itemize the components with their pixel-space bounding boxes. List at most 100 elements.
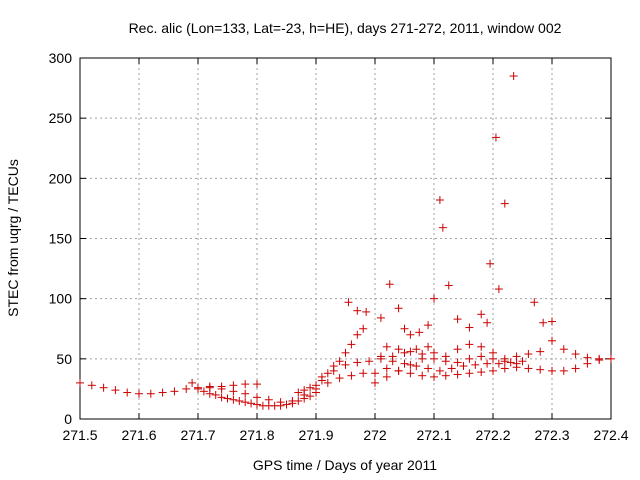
data-point <box>435 366 444 375</box>
x-axis-label: GPS time / Days of year 2011 <box>253 457 437 473</box>
data-point <box>376 352 385 361</box>
data-point <box>453 370 462 379</box>
data-point <box>465 323 474 332</box>
axis-ticks <box>79 57 612 420</box>
data-point <box>412 345 421 354</box>
data-point <box>412 362 421 371</box>
data-point <box>465 369 474 378</box>
data-point <box>329 366 338 375</box>
data-point <box>194 384 202 393</box>
data-point <box>571 350 580 359</box>
data-point <box>111 386 120 395</box>
data-point <box>376 313 385 322</box>
data-point <box>489 354 497 363</box>
x-tick-label: 272 <box>363 427 387 443</box>
data-point <box>506 358 515 367</box>
x-tick-labels: 271.5 271.6 271.7 271.8 271.9 272 272.1 272.2 27… <box>62 427 628 443</box>
data-point <box>264 395 273 404</box>
data-point <box>276 398 285 407</box>
data-point <box>400 324 409 333</box>
data-point <box>595 356 604 365</box>
data-point <box>444 281 453 290</box>
data-point <box>158 388 167 397</box>
data-point <box>453 345 462 354</box>
data-points <box>76 72 615 410</box>
data-point <box>371 369 379 378</box>
data-point <box>453 315 462 324</box>
data-point <box>353 358 362 367</box>
data-point <box>229 395 238 404</box>
data-point <box>253 400 261 409</box>
data-point <box>217 393 226 402</box>
data-point <box>415 328 424 337</box>
data-point <box>353 306 362 315</box>
data-point <box>530 298 539 307</box>
data-point <box>87 381 96 390</box>
data-point <box>205 383 214 392</box>
data-point <box>477 342 486 351</box>
data-point <box>406 347 415 356</box>
data-point <box>365 357 374 366</box>
data-point <box>253 380 261 389</box>
data-point <box>500 357 509 366</box>
data-point <box>438 223 447 232</box>
data-point <box>571 364 580 373</box>
data-point <box>400 359 409 368</box>
data-point <box>536 347 545 356</box>
data-point <box>341 360 350 369</box>
data-point <box>559 366 568 375</box>
data-point <box>135 389 143 398</box>
data-point <box>559 345 568 354</box>
y-tick-label: 250 <box>49 110 73 126</box>
data-point <box>99 383 108 392</box>
data-point <box>489 366 497 375</box>
x-tick-label: 272.2 <box>475 427 510 443</box>
data-point <box>382 364 391 373</box>
x-tick-label: 272.3 <box>534 427 569 443</box>
data-point <box>509 72 518 81</box>
data-point <box>359 369 368 378</box>
data-point <box>211 390 220 399</box>
x-tick-label: 271.5 <box>62 427 97 443</box>
data-point <box>406 360 415 369</box>
data-point <box>282 400 291 409</box>
data-point <box>424 342 433 351</box>
data-point <box>247 399 256 408</box>
data-point <box>382 342 391 351</box>
y-tick-label: 200 <box>49 170 73 186</box>
data-point <box>548 317 556 326</box>
y-axis-label: STEC from uqrg / TECUs <box>5 159 21 317</box>
data-point <box>607 354 615 363</box>
data-point <box>335 357 344 366</box>
data-point <box>447 364 456 373</box>
x-tick-label: 271.6 <box>121 427 156 443</box>
y-tick-label: 100 <box>49 291 73 307</box>
data-point <box>418 350 427 359</box>
data-point <box>317 372 326 381</box>
data-point <box>424 364 433 373</box>
y-tick-label: 300 <box>49 50 73 66</box>
data-point <box>435 195 444 204</box>
grid <box>80 58 611 419</box>
data-point <box>500 199 509 208</box>
data-point <box>371 378 379 387</box>
data-point <box>483 359 492 368</box>
data-point <box>312 381 320 390</box>
y-tick-label: 150 <box>49 231 73 247</box>
data-point <box>385 280 394 289</box>
x-tick-label: 271.9 <box>298 427 333 443</box>
data-point <box>494 359 503 368</box>
x-tick-label: 272.1 <box>416 427 451 443</box>
data-point <box>323 369 332 378</box>
data-point <box>406 369 415 378</box>
data-point <box>430 354 438 363</box>
data-point <box>170 387 179 396</box>
y-tick-label: 50 <box>56 351 72 367</box>
data-point <box>359 324 368 333</box>
data-point <box>241 398 250 407</box>
data-point <box>335 374 344 383</box>
data-point <box>424 321 433 330</box>
data-point <box>536 365 545 374</box>
data-point <box>300 386 309 395</box>
data-point <box>323 378 332 387</box>
